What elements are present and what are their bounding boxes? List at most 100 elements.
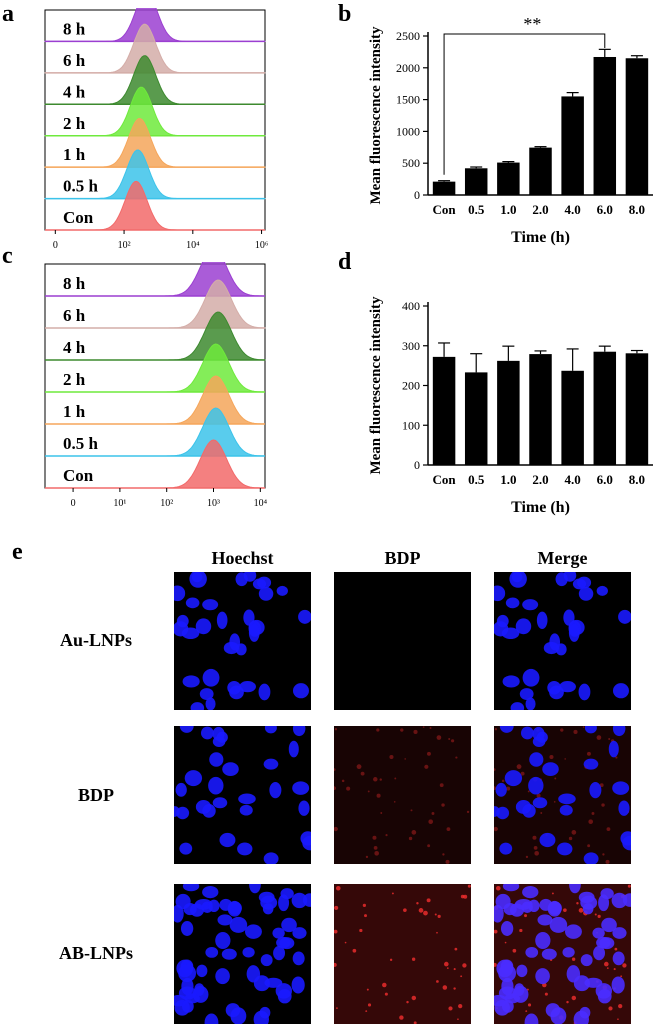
micrograph-bdp-bdp — [334, 726, 471, 864]
nucleus — [291, 892, 308, 909]
panel-label-e: e — [12, 539, 23, 565]
panel-label-a: a — [2, 1, 14, 27]
nucleus — [599, 937, 615, 950]
nucleus — [536, 611, 548, 630]
bdp-speck — [566, 1000, 569, 1004]
row-label-ab-lnps: AB-LNPs — [58, 943, 133, 963]
bdp-speck — [501, 779, 505, 783]
nucleus — [174, 904, 184, 923]
bdp-speck — [442, 853, 445, 856]
bdp-speck — [423, 910, 428, 916]
nucleus — [204, 1013, 219, 1024]
nucleus — [547, 900, 562, 917]
nucleus — [520, 726, 534, 740]
bar-1.0 — [497, 162, 520, 195]
x-tick-label: 10² — [118, 240, 131, 251]
nucleus — [529, 752, 544, 767]
nucleus — [511, 572, 523, 583]
y-tick-label: 500 — [402, 156, 420, 170]
nucleus — [205, 946, 219, 958]
bdp-speck — [356, 764, 362, 770]
bdp-speck — [334, 768, 336, 771]
bdp-speck — [560, 728, 564, 732]
histogram-chart-a: 8 h 6 h 4 h 2 h 1 h 0.5 h Con 0 10² 10⁴ 10⁶ — [44, 8, 269, 251]
x-tick-label: 10⁶ — [255, 240, 269, 251]
nucleus — [528, 776, 544, 795]
nucleus — [275, 983, 293, 999]
nucleus — [562, 947, 575, 958]
x-tick-label: 4.0 — [565, 472, 581, 487]
nucleus — [532, 736, 546, 747]
bdp-speck — [551, 892, 554, 895]
bdp-speck — [617, 1018, 619, 1021]
x-axis-label: Time (h) — [511, 499, 570, 516]
bdp-speck — [597, 914, 601, 918]
bdp-speck — [495, 885, 501, 891]
nucleus — [221, 948, 237, 960]
bdp-speck — [346, 786, 351, 791]
bdp-speck — [376, 793, 381, 798]
nucleus — [532, 797, 548, 809]
bdp-speck — [373, 777, 378, 782]
bdp-speck — [441, 803, 445, 807]
bar-0.5 — [464, 372, 488, 465]
bdp-speck — [467, 884, 471, 888]
nucleus — [502, 884, 520, 892]
nucleus — [276, 585, 288, 596]
x-tick-label: 2.0 — [532, 472, 548, 487]
bdp-speck — [365, 1010, 368, 1013]
nucleus — [580, 895, 598, 910]
micrograph-bdp-hoechst — [174, 726, 311, 864]
y-tick-label: 2500 — [396, 29, 420, 43]
x-tick-label: 8.0 — [629, 202, 645, 217]
nucleus — [242, 947, 255, 958]
bdp-speck — [608, 1006, 613, 1011]
nucleus — [189, 903, 205, 917]
bdp-speck — [434, 913, 437, 916]
bdp-speck — [413, 1021, 417, 1024]
nucleus — [522, 885, 539, 899]
bdp-speck — [431, 812, 435, 815]
bdp-speck — [506, 786, 511, 791]
nucleus — [292, 683, 309, 699]
bdp-speck — [553, 801, 556, 803]
y-tick-label: 1000 — [396, 124, 420, 138]
nucleus — [572, 578, 587, 590]
y-axis-label: Mean fluorescence intensity — [368, 296, 384, 475]
nucleus — [281, 917, 297, 933]
nucleus — [510, 702, 525, 710]
bdp-speck — [366, 988, 369, 991]
histogram-label: 8 h — [63, 274, 86, 293]
bar-4.0 — [561, 96, 584, 195]
bdp-speck — [413, 729, 418, 735]
bdp-speck — [448, 737, 451, 740]
nucleus — [573, 975, 591, 992]
nucleus — [589, 782, 602, 799]
bdp-speck — [445, 859, 450, 864]
column-label-hoechst: Hoechst — [211, 548, 274, 568]
nucleus — [569, 884, 581, 894]
x-tick-label: 0.5 — [468, 472, 485, 487]
nucleus — [260, 895, 278, 910]
nucleus — [182, 675, 200, 688]
significance-bracket — [443, 33, 606, 175]
nucleus — [239, 681, 256, 693]
nucleus — [249, 884, 261, 894]
bdp-signal — [334, 726, 471, 864]
nucleus — [559, 804, 573, 816]
bdp-speck — [516, 764, 522, 770]
nucleus — [578, 683, 591, 701]
bdp-speck — [620, 975, 623, 978]
nucleus — [263, 758, 279, 770]
bdp-speck — [410, 809, 413, 812]
bdp-speck — [341, 779, 345, 783]
panel-label-b: b — [338, 1, 352, 27]
micrograph-bdp-merge — [494, 726, 631, 864]
bdp-speck — [426, 751, 431, 756]
bdp-speck — [394, 777, 397, 780]
bdp-speck — [466, 810, 470, 814]
bdp-speck — [596, 735, 602, 740]
bdp-speck — [453, 968, 456, 971]
histogram-label: 1 h — [63, 402, 86, 421]
bdp-speck — [618, 1004, 623, 1009]
